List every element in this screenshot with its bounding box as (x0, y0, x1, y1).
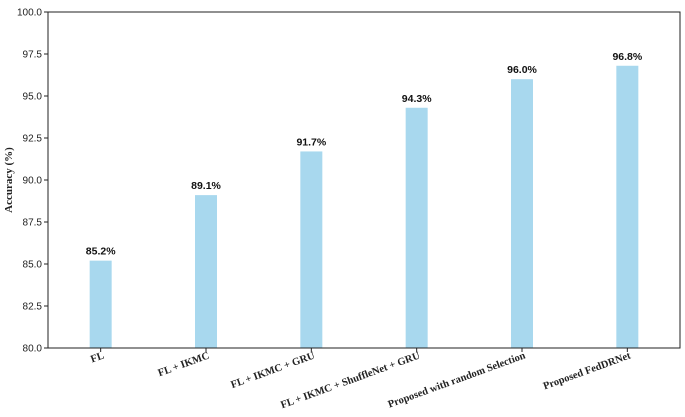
x-category-label: FL + IKMC + GRU (230, 350, 317, 391)
y-tick-label: 90.0 (23, 176, 43, 187)
x-category-label: Proposed FedDRNet (542, 350, 633, 392)
y-tick-label: 100.0 (17, 8, 42, 19)
bar-data-label: 96.0% (507, 64, 537, 76)
y-tick-label: 85.0 (23, 260, 43, 271)
bar (300, 151, 323, 348)
bar (616, 65, 639, 348)
y-tick-label: 92.5 (23, 134, 43, 145)
y-axis-label: Accuracy (%) (3, 147, 15, 213)
bars (89, 65, 639, 348)
plot-frame (47, 11, 681, 349)
y-tick-label: 82.5 (23, 302, 43, 313)
y-tick-label: 97.5 (23, 50, 43, 61)
data-labels: 85.2% 89.1% 91.7% 94.3% 96.0% 96.8% (86, 51, 643, 258)
bar-data-label: 91.7% (296, 136, 326, 148)
y-axis-ticks: 80.0 82.5 85.0 87.5 90.0 92.5 95.0 97.5 100.0 (17, 8, 48, 355)
bar-data-label: 96.8% (612, 51, 642, 63)
y-tick-label: 87.5 (23, 218, 43, 229)
x-category-label: FL (89, 350, 105, 365)
x-category-label: FL + IKMC (157, 350, 211, 379)
bar-data-label: 85.2% (86, 246, 116, 258)
y-tick-label: 95.0 (23, 92, 43, 103)
bar (89, 260, 112, 348)
bar (405, 107, 428, 348)
y-tick-label: 80.0 (23, 344, 43, 355)
bar-data-label: 94.3% (402, 93, 432, 105)
bar-data-label: 89.1% (191, 180, 221, 192)
bar (511, 79, 533, 348)
bar (195, 195, 217, 348)
